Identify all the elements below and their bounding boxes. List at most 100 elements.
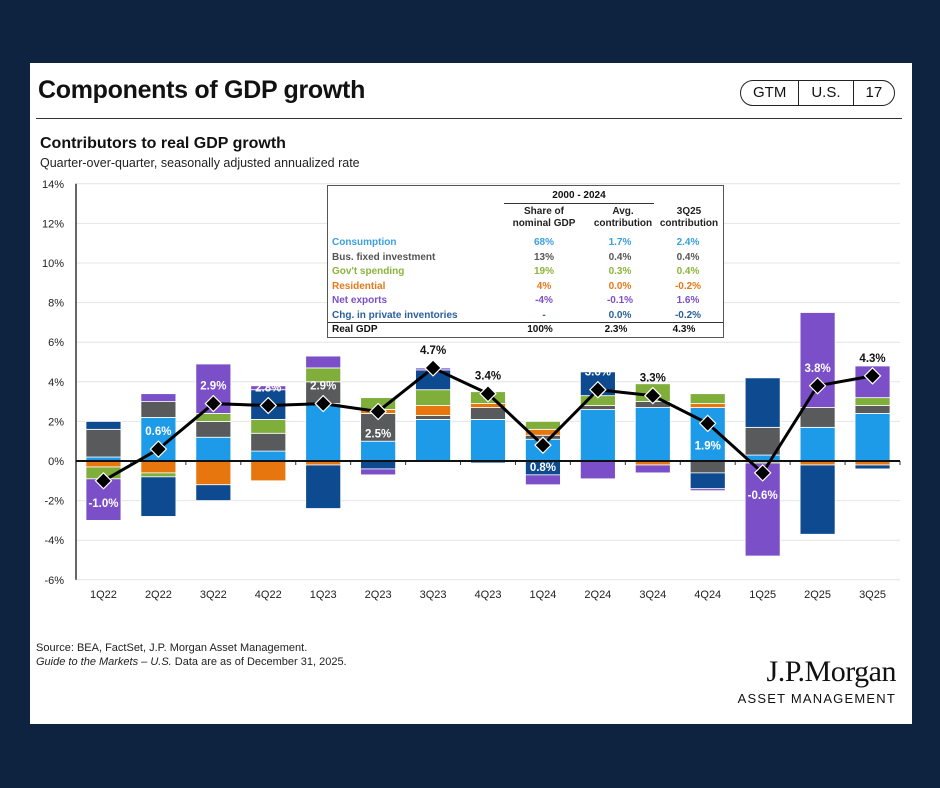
bar-segment: [525, 474, 561, 486]
as-of-date: Data are as of December 31, 2025.: [171, 656, 347, 668]
bar-segment: [85, 428, 122, 458]
slide: Components of GDP growth GTM U.S. 17 Con…: [30, 63, 912, 724]
bar-segment: [415, 405, 451, 416]
bar-segment: [195, 436, 232, 462]
table-row: Residential 4% 0.0% -0.2%: [332, 280, 719, 295]
bar-segment: [305, 464, 342, 509]
gdp-data-label: 2.5%: [365, 429, 391, 441]
y-tick-label: -2%: [44, 496, 64, 508]
table-row: Chg. in private inventories - 0.0% -0.2%: [332, 309, 719, 324]
y-tick-label: 12%: [42, 218, 64, 230]
bar-segment: [689, 403, 726, 408]
gdp-data-label: 2.9%: [200, 381, 226, 393]
bar-segment: [250, 419, 287, 434]
chart-title: Contributors to real GDP growth: [40, 135, 286, 152]
bar-segment: [415, 389, 451, 406]
gdp-data-label: 3.8%: [804, 363, 830, 375]
total-avg: 2.3%: [604, 324, 628, 335]
bar-segment: [250, 432, 287, 452]
y-tick-label: 6%: [48, 337, 64, 349]
bar-segment: [799, 426, 836, 462]
gdp-marker: [259, 396, 278, 415]
divider: [36, 118, 902, 119]
row-label: Gov't spending: [332, 266, 405, 278]
gdp-data-label: -0.6%: [748, 490, 778, 502]
row-3q25: 2.4%: [676, 237, 700, 248]
x-tick-label: 1Q22: [90, 589, 117, 601]
y-tick-label: 2%: [48, 416, 64, 428]
bar-segment: [854, 397, 891, 406]
bar-segment: [415, 415, 451, 420]
table-row-total: Real GDP 100% 2.3% 4.3%: [328, 322, 723, 338]
bar-segment: [744, 462, 781, 557]
bar-segment: [140, 460, 177, 474]
bar-segment: [579, 409, 616, 462]
gdp-marker: [204, 394, 223, 413]
row-3q25: 0.4%: [676, 251, 700, 263]
x-tick-label: 2Q23: [365, 589, 392, 601]
total-label: Real GDP: [332, 324, 378, 335]
gdp-marker: [589, 380, 607, 399]
x-tick-label: 2Q22: [145, 589, 172, 601]
bar-segment: [85, 420, 122, 430]
y-tick-label: -4%: [44, 535, 64, 547]
source-note: Source: BEA, FactSet, J.P. Morgan Asset …: [36, 641, 347, 669]
row-avg: 0.4%: [608, 251, 632, 263]
bar-segment: [525, 420, 561, 430]
row-label: Net exports: [332, 295, 388, 307]
gdp-marker: [314, 394, 333, 413]
gdp-marker: [479, 384, 497, 403]
bar-segment: [470, 419, 506, 462]
bar-segment: [634, 407, 671, 462]
bar-segment: [305, 355, 342, 369]
jpmorgan-logo: J.P.Morgan ASSET MANAGEMENT: [738, 655, 897, 706]
row-label: Chg. in private inventories: [332, 310, 458, 321]
bar-segment: [195, 460, 232, 486]
bar-segment: [140, 401, 177, 418]
table-period: 2000 - 2024: [504, 190, 654, 204]
gdp-data-label: 2.9%: [310, 381, 336, 393]
x-tick-label: 2Q25: [804, 589, 831, 601]
header-3q25: 3Q25 contribution: [659, 206, 719, 229]
row-share: -4%: [535, 295, 553, 307]
bar-segment: [415, 419, 451, 462]
x-tick-label: 4Q23: [475, 589, 502, 601]
bar-segment: [250, 450, 287, 462]
x-tick-label: 3Q22: [200, 589, 227, 601]
table-row: Consumption 68% 1.7% 2.4%: [332, 236, 719, 251]
row-share: 68%: [533, 237, 554, 248]
bar-segment: [854, 405, 891, 414]
header-share: Share of nominal GDP: [512, 206, 576, 229]
row-3q25: 1.6%: [676, 295, 700, 307]
x-tick-label: 4Q22: [255, 589, 282, 601]
gdp-data-label: 0.8%: [530, 462, 556, 474]
x-tick-label: 4Q24: [694, 589, 721, 601]
bar-segment: [305, 403, 342, 462]
bar-segment: [470, 407, 506, 420]
x-tick-label: 3Q25: [859, 589, 886, 601]
row-share: 13%: [533, 251, 554, 263]
bar-segment: [195, 484, 232, 502]
gdp-marker: [643, 386, 662, 405]
row-label: Consumption: [332, 237, 397, 248]
row-avg: 0.3%: [608, 266, 632, 278]
bar-segment: [854, 413, 891, 462]
row-avg: 0.0%: [608, 280, 632, 292]
y-tick-label: 14%: [42, 179, 64, 191]
total-share: 100%: [527, 324, 553, 335]
bar-segment: [634, 464, 671, 474]
x-tick-label: 3Q24: [639, 589, 666, 601]
gdp-marker: [369, 402, 387, 421]
gdp-data-label: -1.0%: [88, 498, 118, 510]
bar-segment: [854, 464, 891, 470]
gdp-data-label: 3.4%: [475, 371, 501, 383]
bar-segment: [689, 472, 726, 490]
chart-subtitle: Quarter-over-quarter, seasonally adjuste…: [40, 156, 360, 170]
row-3q25: -0.2%: [674, 310, 702, 321]
badge-gtm: GTM: [741, 81, 800, 105]
row-share: 19%: [533, 266, 554, 278]
row-share: 4%: [536, 280, 552, 292]
bar-segment: [744, 426, 781, 456]
logo-name: J.P.Morgan: [766, 655, 897, 688]
bar-segment: [360, 460, 397, 470]
